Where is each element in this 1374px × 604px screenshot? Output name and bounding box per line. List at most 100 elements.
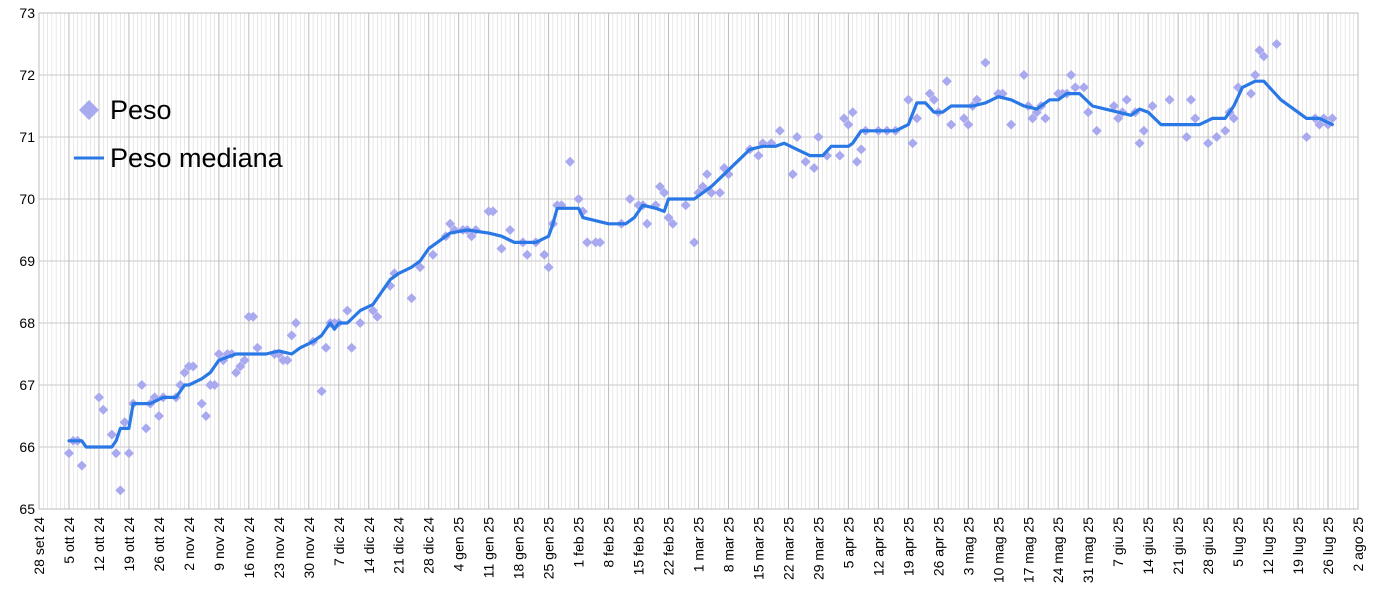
peso-point (663, 212, 674, 223)
peso-point (800, 156, 811, 167)
peso-point (213, 349, 224, 359)
peso-point (959, 113, 970, 124)
peso-point (406, 293, 417, 304)
x-tick-label: 4 gen 25 (451, 517, 467, 572)
peso-point (119, 417, 130, 428)
peso-point (487, 206, 498, 217)
peso-point (346, 342, 357, 353)
peso-point (1254, 45, 1265, 56)
peso-point (1190, 113, 1201, 124)
y-tick-label: 65 (19, 501, 35, 517)
x-tick-label: 7 giu 25 (1110, 517, 1126, 567)
x-tick-label: 15 mar 25 (750, 517, 766, 580)
peso-point (689, 237, 700, 248)
peso-point (839, 113, 850, 124)
peso-point (1181, 132, 1192, 142)
peso-point (907, 138, 918, 149)
x-tick-label: 23 nov 24 (271, 517, 287, 579)
peso-point (290, 318, 301, 328)
legend-label-peso: Peso (110, 95, 172, 125)
peso-point (201, 411, 212, 421)
peso-point (466, 231, 477, 242)
peso-point (1185, 94, 1196, 105)
y-tick-label: 70 (19, 191, 35, 207)
x-tick-label: 14 giu 25 (1140, 517, 1156, 575)
x-tick-label: 31 mag 25 (1080, 517, 1096, 583)
x-tick-label: 26 lug 25 (1320, 517, 1336, 575)
peso-point (911, 113, 922, 124)
legend-marker-peso (79, 100, 99, 120)
x-tick-label: 29 mar 25 (810, 517, 826, 580)
x-tick-label: 12 apr 25 (870, 517, 886, 576)
peso-point (1108, 101, 1119, 111)
peso-point (123, 448, 134, 459)
plot-border (38, 12, 1359, 510)
peso-point (230, 367, 241, 378)
peso-point (445, 218, 456, 229)
peso-point (98, 404, 109, 415)
peso-point (1138, 125, 1149, 136)
peso-point (1220, 125, 1231, 136)
peso-point (929, 94, 940, 105)
x-tick-label: 14 dic 24 (361, 517, 377, 574)
peso-point (342, 305, 353, 316)
peso-point (809, 163, 820, 173)
x-tick-label: 2 nov 24 (181, 517, 197, 571)
peso-point (1245, 88, 1256, 99)
peso-point (239, 355, 250, 366)
peso-point (1070, 82, 1081, 93)
x-tick-label: 2 ago 25 (1350, 517, 1366, 572)
peso-point (903, 94, 914, 105)
peso-point (93, 392, 104, 403)
peso-point (179, 367, 190, 378)
y-axis-ticks: 65 66 67 68 69 70 71 72 73 (19, 5, 35, 517)
x-tick-label: 25 gen 25 (541, 517, 557, 579)
peso-point (963, 119, 974, 130)
peso-mediana-series-line (67, 79, 1334, 449)
peso-point (1066, 70, 1077, 80)
x-tick-label: 19 lug 25 (1290, 517, 1306, 575)
y-tick-label: 71 (19, 129, 35, 145)
peso-point (355, 318, 366, 328)
peso-point (624, 194, 635, 204)
x-tick-label: 28 dic 24 (421, 517, 437, 574)
x-tick-label: 16 nov 24 (241, 517, 257, 579)
peso-point (522, 249, 533, 260)
peso-point (573, 194, 584, 204)
x-tick-label: 8 mar 25 (720, 517, 736, 572)
peso-point (787, 169, 798, 180)
peso-point (496, 243, 507, 254)
peso-point (667, 218, 678, 229)
y-tick-label: 72 (19, 67, 35, 83)
peso-point (320, 342, 331, 353)
x-tick-label: 15 feb 25 (631, 517, 647, 576)
peso-point (1006, 119, 1017, 130)
peso-point (286, 330, 297, 341)
legend-label-peso-mediana: Peso mediana (110, 143, 284, 173)
peso-point (196, 398, 207, 409)
x-tick-label: 30 nov 24 (301, 517, 317, 579)
peso-point (924, 88, 935, 99)
peso-point (153, 411, 164, 421)
y-tick-label: 73 (19, 5, 35, 21)
peso-point (111, 448, 122, 459)
x-tick-label: 12 ott 24 (91, 517, 107, 572)
x-axis-ticks: 28 set 24 5 ott 24 12 ott 24 19 ott 24 26 ot… (31, 517, 1366, 583)
x-tick-label: 12 lug 25 (1260, 517, 1276, 575)
peso-point (1228, 113, 1239, 124)
peso-point (1301, 132, 1312, 142)
x-tick-label: 11 gen 25 (481, 517, 497, 578)
peso-point (1147, 101, 1158, 111)
peso-point (543, 262, 554, 273)
peso-point (1027, 113, 1038, 124)
x-tick-label: 1 feb 25 (571, 517, 587, 568)
peso-point (427, 249, 438, 260)
x-tick-label: 19 apr 25 (900, 517, 916, 576)
peso-point (680, 200, 691, 211)
peso-point (1250, 70, 1261, 80)
peso-point (1083, 107, 1094, 118)
x-tick-label: 5 ott 24 (61, 517, 77, 564)
peso-point (505, 225, 516, 235)
peso-point (282, 355, 293, 366)
